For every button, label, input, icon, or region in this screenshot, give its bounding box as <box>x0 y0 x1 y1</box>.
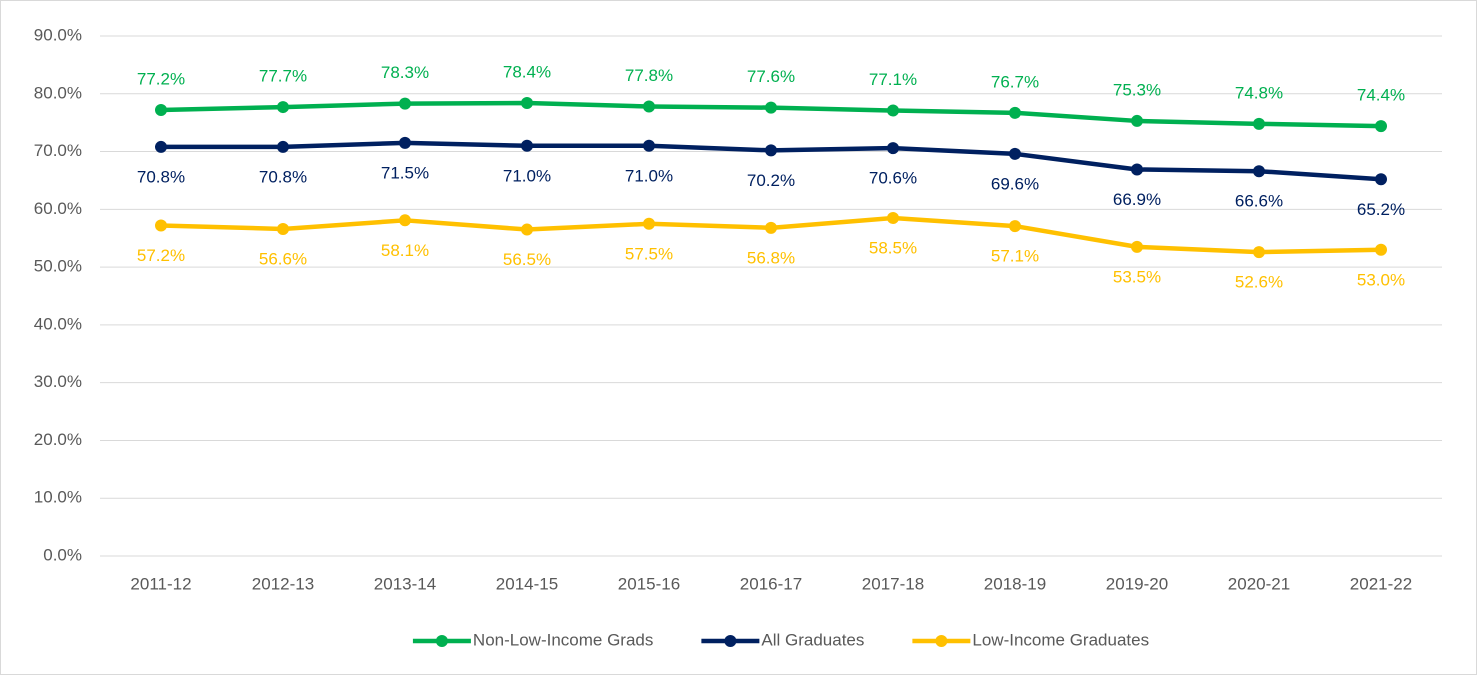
legend-marker <box>724 635 737 647</box>
data-point <box>277 101 289 114</box>
data-label: 77.7% <box>259 67 307 86</box>
x-tick-label: 2011-12 <box>130 574 191 593</box>
y-tick-label: 10.0% <box>34 488 82 507</box>
data-label: 57.5% <box>625 244 673 263</box>
data-label: 66.9% <box>1113 190 1161 209</box>
data-point <box>1131 240 1143 253</box>
data-label: 71.0% <box>503 166 551 185</box>
data-label: 53.0% <box>1357 270 1405 289</box>
data-point <box>1131 163 1143 176</box>
data-point <box>155 219 167 232</box>
data-label: 70.2% <box>747 171 795 190</box>
data-label: 77.6% <box>747 67 795 86</box>
legend-marker <box>435 635 448 647</box>
data-label: 69.6% <box>991 174 1039 193</box>
data-point <box>521 139 533 152</box>
y-tick-label: 80.0% <box>34 83 82 102</box>
data-point <box>155 103 167 116</box>
data-label: 66.6% <box>1235 192 1283 211</box>
data-label: 77.1% <box>869 70 917 89</box>
data-point <box>765 144 777 157</box>
data-point <box>399 97 411 110</box>
x-tick-label: 2021-22 <box>1350 574 1412 593</box>
y-tick-label: 20.0% <box>34 430 82 449</box>
data-point <box>887 104 899 117</box>
data-point <box>521 97 533 110</box>
data-point <box>1009 220 1021 233</box>
x-tick-label: 2015-16 <box>618 574 680 593</box>
data-point <box>277 222 289 235</box>
data-label: 56.8% <box>747 248 795 267</box>
data-point <box>1009 147 1021 160</box>
legend-marker <box>935 635 948 647</box>
legend-label: Low-Income Graduates <box>972 630 1149 649</box>
data-label: 57.2% <box>137 246 185 265</box>
x-tick-label: 2014-15 <box>496 574 558 593</box>
data-point <box>643 139 655 152</box>
data-label: 57.1% <box>991 247 1039 266</box>
data-label: 78.3% <box>381 63 429 82</box>
data-point <box>1131 114 1143 127</box>
data-label: 75.3% <box>1113 80 1161 99</box>
x-tick-label: 2020-21 <box>1228 574 1290 593</box>
data-label: 65.2% <box>1357 200 1405 219</box>
data-point <box>765 101 777 114</box>
data-label: 74.4% <box>1357 86 1405 105</box>
data-label: 70.6% <box>869 169 917 188</box>
x-tick-label: 2016-17 <box>740 574 802 593</box>
data-label: 74.8% <box>1235 83 1283 102</box>
data-point <box>887 212 899 224</box>
data-point <box>765 221 777 234</box>
data-label: 71.5% <box>381 163 429 182</box>
y-tick-label: 70.0% <box>34 141 82 160</box>
data-point <box>521 223 533 236</box>
x-tick-label: 2018-19 <box>984 574 1046 593</box>
data-point <box>1375 173 1387 186</box>
data-label: 70.8% <box>137 167 185 186</box>
data-label: 71.0% <box>625 166 673 185</box>
data-point <box>1375 243 1387 256</box>
data-point <box>643 217 655 230</box>
y-tick-label: 0.0% <box>43 545 82 564</box>
data-point <box>1009 106 1021 119</box>
data-point <box>155 140 167 153</box>
data-label: 56.6% <box>259 249 307 268</box>
data-point <box>887 142 899 155</box>
y-tick-label: 90.0% <box>34 25 82 44</box>
y-tick-label: 60.0% <box>34 199 82 218</box>
data-label: 52.6% <box>1235 273 1283 292</box>
data-point <box>1253 165 1265 178</box>
data-label: 58.5% <box>869 238 917 257</box>
x-tick-label: 2012-13 <box>252 574 314 593</box>
y-tick-label: 40.0% <box>34 314 82 333</box>
data-point <box>1375 120 1387 133</box>
data-point <box>643 100 655 113</box>
x-tick-label: 2019-20 <box>1106 574 1168 593</box>
data-point <box>277 140 289 153</box>
data-label: 70.8% <box>259 167 307 186</box>
y-tick-label: 30.0% <box>34 372 82 391</box>
data-label: 76.7% <box>991 72 1039 91</box>
legend-label: Non-Low-Income Grads <box>473 630 653 649</box>
data-point <box>1253 246 1265 259</box>
data-label: 77.2% <box>137 69 185 88</box>
data-point <box>1253 117 1265 130</box>
data-point <box>399 136 411 149</box>
y-tick-label: 50.0% <box>34 257 82 276</box>
data-label: 56.5% <box>503 250 551 269</box>
data-label: 58.1% <box>381 241 429 260</box>
x-tick-label: 2017-18 <box>862 574 924 593</box>
legend-label: All Graduates <box>761 630 864 649</box>
data-label: 53.5% <box>1113 267 1161 286</box>
legend: Non-Low-Income Grads All Graduates Low-Inc… <box>412 630 1149 649</box>
x-tick-label: 2013-14 <box>374 574 436 593</box>
data-label: 78.4% <box>503 63 551 82</box>
data-label: 77.8% <box>625 66 673 85</box>
data-point <box>399 214 411 227</box>
